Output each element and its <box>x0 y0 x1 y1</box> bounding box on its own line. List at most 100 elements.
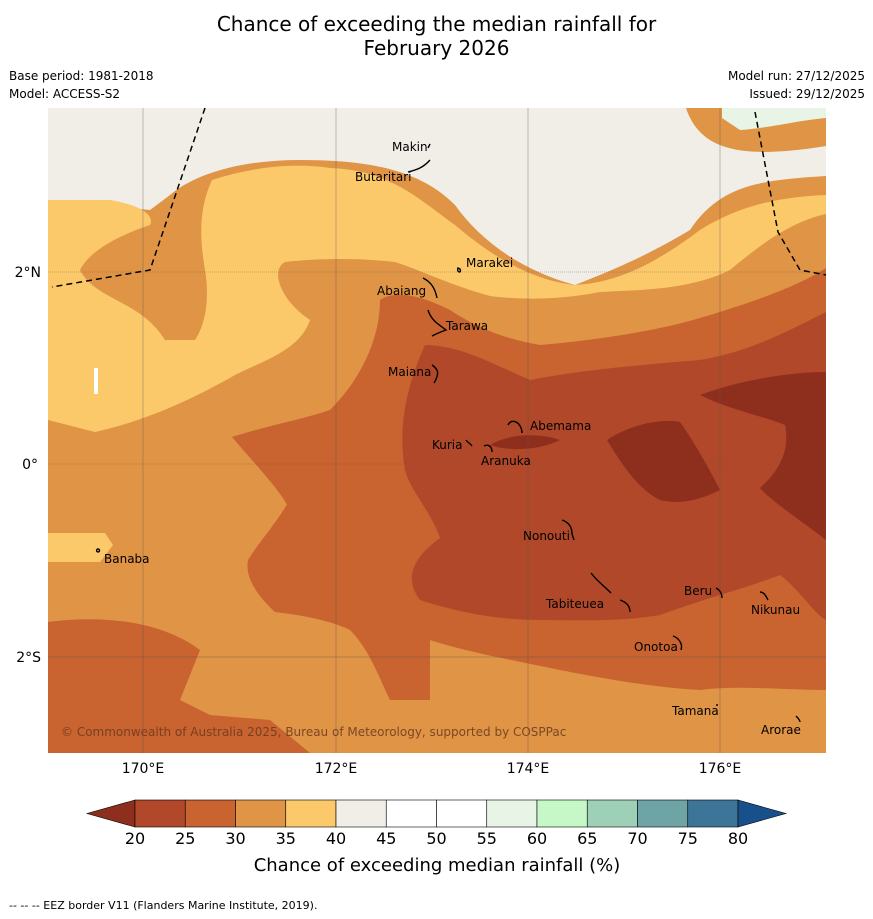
place-label-kuria: Kuria <box>432 438 463 452</box>
lat-axis-labels: 2°N 0° 2°S <box>15 265 42 666</box>
legend-tick-label: 55 <box>477 829 497 848</box>
lat-label-0: 0° <box>22 457 38 473</box>
band-55-60 <box>722 108 826 130</box>
island-abaiang <box>422 277 438 299</box>
place-label-abemama: Abemama <box>530 419 591 433</box>
island-aranuka <box>483 444 493 453</box>
island-arorae <box>795 715 801 723</box>
eez-border-east <box>754 111 827 276</box>
eez-borders <box>51 107 827 288</box>
eez-footnote: -- -- -- EEZ border V11 (Flanders Marine… <box>9 899 318 912</box>
place-label-tabiteuea: Tabiteuea <box>545 597 604 611</box>
band-0-20-small <box>490 435 560 450</box>
island-kuria <box>465 439 473 447</box>
legend-tick-label: 60 <box>527 829 547 848</box>
band-0-20-central <box>607 420 720 502</box>
legend-tick-label: 30 <box>225 829 245 848</box>
legend-swatch <box>385 799 437 828</box>
island-nonouti <box>561 519 575 541</box>
legend-swatch <box>687 799 739 828</box>
island-beru <box>715 587 723 599</box>
map-area <box>48 108 826 753</box>
legend-swatch <box>637 799 689 828</box>
band-40-45 <box>48 108 826 285</box>
legend-swatch <box>536 799 588 828</box>
place-label-maiana: Maiana <box>388 365 431 379</box>
legend-swatch <box>235 799 287 828</box>
title-line-2: February 2026 <box>363 36 510 60</box>
place-label-onotoa: Onotoa <box>634 640 678 654</box>
lon-label-172e: 172°E <box>315 761 358 777</box>
model-name: Model: ACCESS-S2 <box>9 87 121 101</box>
info-right: Model run: 27/12/2025 Issued: 29/12/2025 <box>728 67 865 103</box>
legend-tick-label: 40 <box>326 829 346 848</box>
legend-swatch <box>285 799 337 828</box>
band-45-50 <box>94 368 98 394</box>
place-label-nikunau: Nikunau <box>751 603 800 617</box>
legend-label: Chance of exceeding median rainfall (%) <box>254 855 621 876</box>
island-marakei <box>456 267 462 273</box>
island-butaritari <box>407 159 431 173</box>
legend-swatch <box>436 799 488 828</box>
lon-label-174e: 174°E <box>507 761 550 777</box>
island-banaba <box>95 548 101 553</box>
place-label-butaritari: Butaritari <box>355 170 412 184</box>
lon-axis-labels: 170°E 172°E 174°E 176°E <box>122 761 742 777</box>
legend-tick-labels: 20 25 30 35 40 45 50 55 60 65 70 75 80 <box>125 829 748 848</box>
legend-tick-label: 45 <box>376 829 396 848</box>
place-label-marakei: Marakei <box>466 256 513 270</box>
eez-border-west <box>51 107 206 288</box>
issued-date: Issued: 29/12/2025 <box>749 87 865 101</box>
place-label-tarawa: Tarawa <box>445 319 488 333</box>
lon-label-176e: 176°E <box>699 761 742 777</box>
title-line-1: Chance of exceeding the median rainfall … <box>216 12 657 36</box>
band-0-20-east <box>700 372 826 540</box>
legend: 20 25 30 35 40 45 50 55 60 65 70 75 80 Chance of exc… <box>85 799 788 876</box>
island-makin <box>427 143 431 149</box>
base-period: Base period: 1981-2018 <box>9 69 154 83</box>
place-label-beru: Beru <box>684 584 712 598</box>
legend-tick-label: 75 <box>678 829 698 848</box>
place-label-aranuka: Aranuka <box>481 454 531 468</box>
island-nikunau <box>759 591 769 601</box>
island-tabiteuea <box>590 572 631 613</box>
legend-tick-label: 25 <box>175 829 195 848</box>
legend-tick-label: 50 <box>426 829 446 848</box>
legend-colorbar <box>85 799 788 828</box>
legend-swatch <box>184 799 236 828</box>
model-run: Model run: 27/12/2025 <box>727 69 865 83</box>
place-label-tamana: Tamana <box>671 704 719 718</box>
legend-tick-label: 70 <box>627 829 647 848</box>
place-label-nonouti: Nonouti <box>523 529 570 543</box>
legend-extend-low <box>85 799 136 828</box>
place-label-abaiang: Abaiang <box>377 284 426 298</box>
place-label-arorae: Arorae <box>761 723 801 737</box>
place-labels: Makin Butaritari Marakei Abaiang Tarawa … <box>104 140 801 737</box>
legend-tick-label: 65 <box>577 829 597 848</box>
lat-label-2s: 2°S <box>16 650 41 666</box>
legend-tick-label: 35 <box>276 829 296 848</box>
map-title: Chance of exceeding the median rainfall … <box>0 12 873 60</box>
island-onotoa <box>672 635 683 651</box>
island-maiana <box>431 364 439 384</box>
legend-tick-label: 20 <box>125 829 145 848</box>
islands <box>95 143 801 723</box>
info-left: Base period: 1981-2018 Model: ACCESS-S2 <box>9 67 154 103</box>
band-35-40-banaba <box>48 533 113 562</box>
place-label-makin: Makin <box>392 140 428 154</box>
legend-swatch <box>134 799 186 828</box>
legend-swatch <box>335 799 387 828</box>
band-35-40 <box>48 165 826 432</box>
legend-tick-label: 80 <box>728 829 748 848</box>
legend-swatch <box>486 799 538 828</box>
legend-extend-high <box>737 799 788 828</box>
band-25-30-mid <box>232 435 430 700</box>
place-label-banaba: Banaba <box>104 552 150 566</box>
island-abemama <box>507 420 523 434</box>
copyright-text: © Commonwealth of Australia 2025, Bureau… <box>61 725 566 739</box>
island-tarawa <box>427 309 448 337</box>
gridlines <box>48 108 826 753</box>
band-25-30-sw <box>48 619 310 753</box>
lon-label-170e: 170°E <box>122 761 165 777</box>
